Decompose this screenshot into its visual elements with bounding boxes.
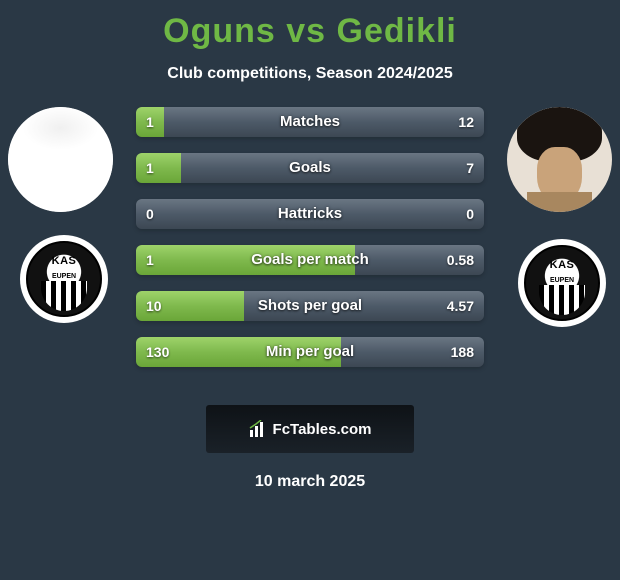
stat-label: Matches [136, 107, 484, 137]
page-title: Oguns vs Gedikli [0, 12, 620, 51]
date-text: 10 march 2025 [0, 473, 620, 491]
player-photo-icon [507, 107, 612, 212]
stat-label: Shots per goal [136, 291, 484, 321]
club-badge-icon: KAS EUPEN [524, 245, 600, 321]
player-right-club-logo: KAS EUPEN [518, 239, 606, 327]
infographic-root: Oguns vs Gedikli Club competitions, Seas… [0, 0, 620, 580]
stat-row: Hattricks0 0 [136, 199, 484, 229]
stat-value-right: 188 [451, 337, 474, 367]
stat-label: Min per goal [136, 337, 484, 367]
stat-value-left: 1 [146, 245, 154, 275]
stat-value-right: 4.57 [447, 291, 474, 321]
stat-row: Shots per goal10 4.57 [136, 291, 484, 321]
stat-row: Goals per match1 0.58 [136, 245, 484, 275]
stat-value-left: 0 [146, 199, 154, 229]
stat-value-left: 10 [146, 291, 162, 321]
source-badge: FcTables.com [206, 405, 414, 453]
blank-avatar-icon [8, 107, 113, 212]
stat-label: Hattricks [136, 199, 484, 229]
stat-value-right: 0.58 [447, 245, 474, 275]
comparison-area: KAS EUPEN KAS EUPEN Matches112Goals17Hat… [0, 107, 620, 387]
stat-bars: Matches112Goals17Hattricks00Goals per ma… [136, 107, 484, 383]
club-logo-subtext: EUPEN [28, 273, 100, 280]
stat-value-right: 0 [466, 199, 474, 229]
player-right-avatar [507, 107, 612, 212]
stat-value-left: 1 [146, 153, 154, 183]
stat-value-left: 1 [146, 107, 154, 137]
stat-label: Goals [136, 153, 484, 183]
stat-label: Goals per match [136, 245, 484, 275]
club-logo-text: KAS [550, 259, 575, 271]
stat-row: Matches1 12 [136, 107, 484, 137]
stats-icon [249, 420, 267, 438]
page-subtitle: Club competitions, Season 2024/2025 [0, 65, 620, 83]
player-left-club-logo: KAS EUPEN [20, 235, 108, 323]
club-badge-icon: KAS EUPEN [26, 241, 102, 317]
stat-value-right: 12 [458, 107, 474, 137]
source-label: FcTables.com [273, 421, 372, 438]
stat-value-left: 130 [146, 337, 169, 367]
stat-value-right: 7 [466, 153, 474, 183]
stat-row: Goals1 7 [136, 153, 484, 183]
club-logo-subtext: EUPEN [526, 277, 598, 284]
club-logo-text: KAS [52, 255, 77, 267]
player-left-avatar [8, 107, 113, 212]
stat-row: Min per goal130 188 [136, 337, 484, 367]
